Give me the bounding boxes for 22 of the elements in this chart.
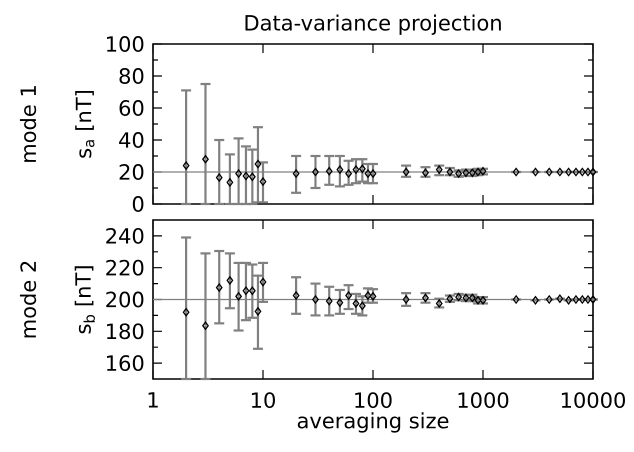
y-tick-label: 240 bbox=[106, 228, 144, 244]
y-tick-label: 100 bbox=[107, 36, 144, 52]
text: mode 2 bbox=[20, 262, 36, 338]
y-tick-label: 220 bbox=[106, 260, 144, 276]
x-tick-label: 1000 bbox=[458, 392, 508, 408]
chart-title: Data-variance projection bbox=[246, 14, 501, 35]
y-tick-label: 180 bbox=[107, 323, 144, 340]
y-tick-label: 160 bbox=[107, 355, 144, 372]
y-tick-label: 40 bbox=[119, 132, 144, 148]
y-tick-label: 0 bbox=[132, 196, 144, 212]
y-tick-label: 20 bbox=[120, 164, 144, 180]
y-tick-label: 80 bbox=[120, 68, 144, 84]
text: mode 1 bbox=[20, 86, 36, 162]
x-axis-title: averaging size bbox=[298, 412, 448, 433]
y-axis-title: s$_{b}$ [nT] bbox=[74, 266, 95, 334]
x-tick-label: 1 bbox=[148, 392, 158, 408]
x-tick-label: 10000 bbox=[562, 392, 625, 408]
x-tick-label: 100 bbox=[355, 392, 392, 408]
y-tick-label: 200 bbox=[106, 292, 144, 308]
x-tick-label: 10 bbox=[252, 392, 275, 408]
y-tick-label: 60 bbox=[120, 100, 144, 116]
y-axis-title: s$_{a}$ [nT] bbox=[75, 90, 94, 158]
